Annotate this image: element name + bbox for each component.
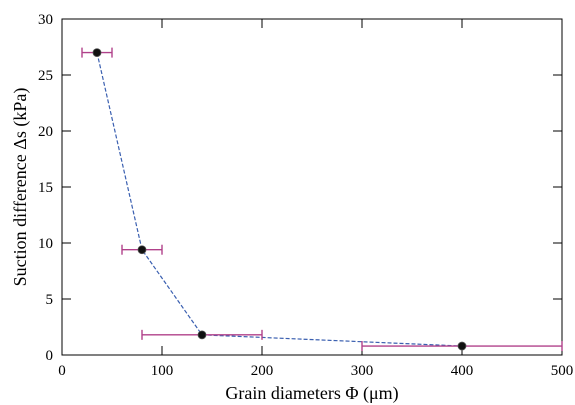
y-tick-label: 15 <box>38 180 53 196</box>
y-axis-title: Suction difference Δs (kPa) <box>10 88 31 287</box>
data-point <box>137 245 147 255</box>
y-tick-label: 0 <box>46 348 54 364</box>
axis-tick-labels: 0 100 200 300 400 500 0 5 10 15 20 25 30 <box>38 12 573 379</box>
x-tick-label: 200 <box>251 363 274 379</box>
x-tick-label: 500 <box>551 363 574 379</box>
plot-frame <box>61 18 563 356</box>
y-tick-label: 25 <box>38 68 53 84</box>
data-point <box>197 330 207 340</box>
y-tick-label: 5 <box>46 292 54 308</box>
plot-border <box>61 18 563 356</box>
data-point <box>457 341 467 351</box>
data-point <box>92 48 102 57</box>
y-tick-label: 30 <box>38 12 53 28</box>
x-tick-label: 400 <box>451 363 474 379</box>
y-tick-label: 10 <box>38 236 53 252</box>
error-bars <box>81 47 563 352</box>
series-connector-line <box>96 52 463 347</box>
x-axis-title: Grain diameters Φ (μm) <box>225 383 398 404</box>
axis-ticks <box>62 19 562 355</box>
x-tick-label: 100 <box>151 363 174 379</box>
x-tick-label: 0 <box>58 363 66 379</box>
data-markers <box>92 48 467 351</box>
y-tick-label: 20 <box>38 124 53 140</box>
x-tick-label: 300 <box>351 363 374 379</box>
series-line <box>96 52 463 347</box>
